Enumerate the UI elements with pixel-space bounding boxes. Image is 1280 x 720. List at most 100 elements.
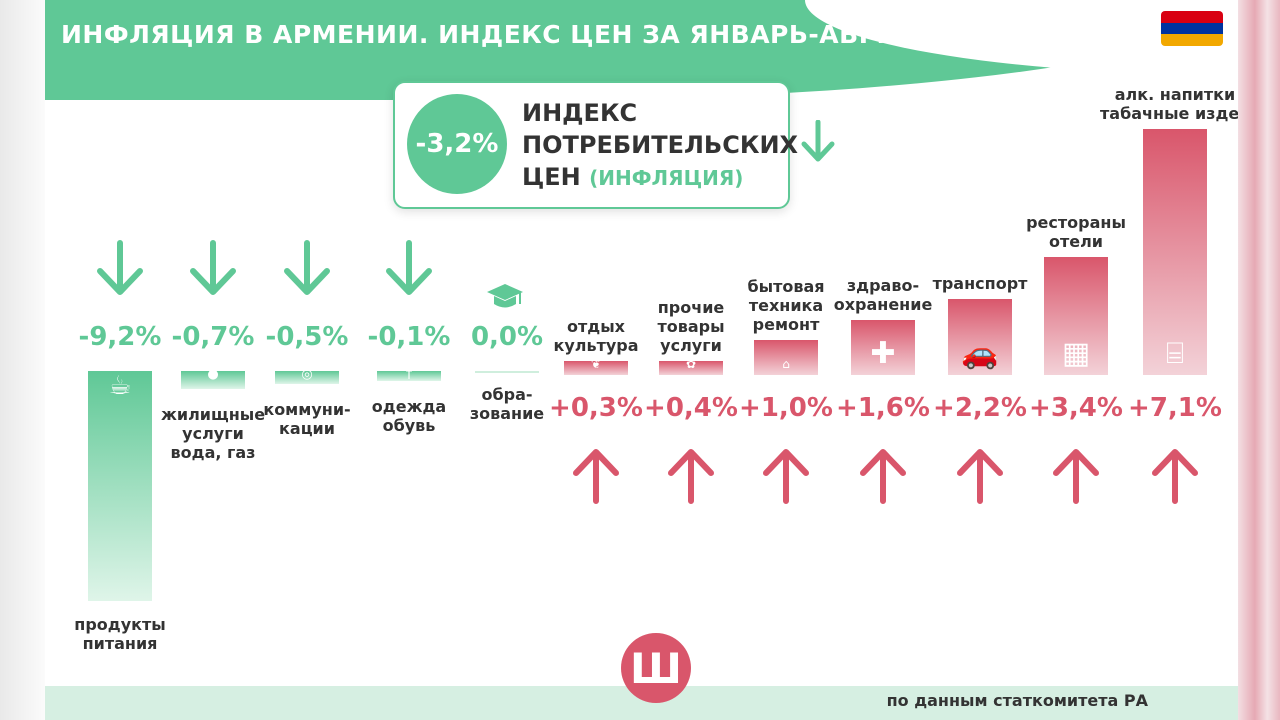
category-label: рестораны отели [1001,213,1151,251]
flag-stripe-red [1161,11,1223,23]
medical-cross-icon: ✚ [870,335,896,371]
bar: † [377,367,441,382]
category-label-line: отдых [567,317,625,336]
value-label: -0,7% [171,322,255,352]
category-label-line: вода, газ [170,442,256,462]
flag-stripe-blue [1161,22,1223,35]
cpi-label-accent: (ИНФЛЯЦИЯ) [589,166,744,190]
category-label-line: здраво- [846,275,920,295]
bar: ◎ [275,367,339,384]
cpi-down-arrow-icon [801,120,835,162]
up-arrow-icon [1053,449,1099,504]
cpi-label-line1: ИНДЕКС [522,99,638,127]
down-arrow-icon [284,240,330,295]
globe-icon: ◎ [301,367,313,382]
bar: ☕ [88,371,152,601]
bar: ❦ [564,357,628,375]
category-label-line: одежда [371,397,447,416]
bulb-icon: ● [207,367,219,382]
category-label-line: культура [553,336,639,355]
up-arrow-icon [860,449,906,504]
up-arrow-icon [763,449,809,504]
up-arrow-icon [957,449,1003,504]
value-label: -0,5% [265,322,349,352]
right-backdrop [1238,0,1280,720]
armenia-flag-icon [1161,11,1223,46]
category-label-line: охранение [833,294,933,314]
beer-mug-icon: ⌸ [1166,335,1184,371]
value-label: +2,2% [933,393,1027,423]
category-label-line: товары [657,317,725,336]
value-label: 0,0% [470,322,544,352]
category-label-line: техника [748,296,824,316]
bar: 🚗 [948,298,1012,375]
down-arrow-icon [97,240,143,295]
value-label: -9,2% [78,322,162,352]
category-label: здраво-охранение [808,276,958,314]
category-label-line: обувь [382,416,436,435]
cpi-box: -3,2% ИНДЕКС ПОТРЕБИТЕЛЬСКИХ ЦЕН (ИНФЛЯЦ… [393,81,798,209]
category-label: жилищные услуги вода, газ [138,405,288,462]
houses-icon: ⌂ [782,356,790,371]
category-label-line: ремонт [752,315,820,335]
category-label-line: продукты [74,615,166,634]
down-arrow-icon [386,240,432,295]
value-label: +7,1% [1128,393,1222,423]
category-label-line: алк. напитки [1114,85,1236,105]
hanger-icon: † [405,367,413,382]
cpi-label-line2: ПОТРЕБИТЕЛЬСКИХ [522,131,799,159]
value-label: +1,0% [739,393,833,423]
graduation-cap-icon [487,284,523,308]
category-label-line: рестораны [1026,213,1126,233]
infographic-card: ИНФЛЯЦИЯ В АРМЕНИИ. ИНДЕКС ЦЕН ЗА ЯНВАРЬ… [45,0,1238,720]
category-label-line: питания [82,634,158,653]
category-label: обра-зование [432,385,582,423]
category-label-line: бытовая [747,277,825,297]
category-label-line: зование [469,404,545,423]
category-label: одежда обувь [334,397,484,435]
leaf-icon: ❦ [590,357,602,371]
up-arrow-icon [1152,449,1198,504]
flag-stripe-orange [1161,34,1223,46]
bar [475,371,539,373]
category-label-line: отели [1048,232,1104,252]
category-label-line: табачные изделия [1100,104,1238,124]
cpi-label: ИНДЕКС ПОТРЕБИТЕЛЬСКИХ ЦЕН (ИНФЛЯЦИЯ) [522,97,798,194]
up-arrow-icon [573,449,619,504]
category-label: коммуни-кации [232,400,382,438]
cup-icon: ☕ [108,371,132,401]
category-label: прочие товары услуги [616,298,766,355]
cpi-label-prices: ЦЕН [522,163,581,191]
category-label-line: прочие [657,298,725,317]
source-note: по данным статкомитета РА [886,691,1148,710]
page-title: ИНФЛЯЦИЯ В АРМЕНИИ. ИНДЕКС ЦЕН ЗА ЯНВАРЬ… [61,20,1013,49]
bar: ▦ [1044,257,1108,375]
brand-logo: Ш [621,633,691,703]
category-label-line: коммуни- [263,399,351,419]
value-label: +0,4% [644,393,738,423]
category-label-line: жилищные [160,404,266,424]
value-label: +3,4% [1029,393,1123,423]
category-label-line: транспорт [932,273,1028,293]
category-label-line: услуги [182,423,244,443]
value-label: +0,3% [549,393,643,423]
category-label-line: обра- [481,385,533,404]
bar: ✚ [851,319,915,375]
value-label: -0,1% [367,322,451,352]
bar: ● [181,367,245,389]
category-label: бытовая техника ремонт [711,277,861,334]
car-icon: 🚗 [961,335,999,371]
cpi-label-line3: ЦЕН (ИНФЛЯЦИЯ) [522,161,798,194]
category-label-line: услуги [660,336,722,355]
bar: ⌸ [1143,129,1207,375]
bar: ⌂ [754,340,818,375]
category-label: продукты питания [45,615,195,653]
down-arrow-icon [190,240,236,295]
building-icon: ▦ [1061,335,1091,371]
flower-icon: ✿ [685,357,697,371]
category-label: отдых культура [521,317,671,355]
left-backdrop [0,0,45,720]
category-label-line: кации [279,418,335,438]
category-label: транспорт [905,274,1055,293]
